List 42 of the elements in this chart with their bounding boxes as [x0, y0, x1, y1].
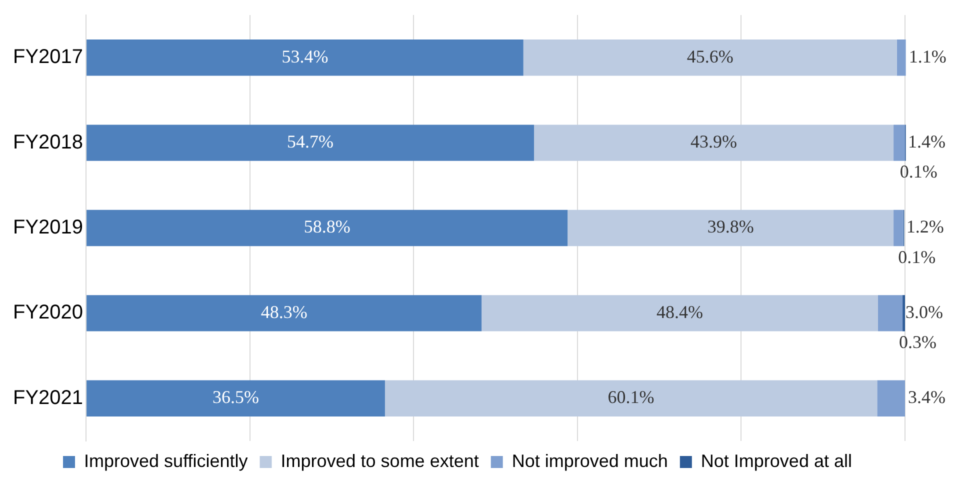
bar — [86, 124, 534, 161]
data-label: 1.1% — [908, 46, 946, 66]
bar — [534, 124, 894, 161]
data-label: 0.1% — [900, 162, 938, 182]
data-label: 58.8% — [304, 216, 350, 237]
y-tick-label: FY2021 — [12, 386, 84, 409]
bar — [896, 39, 906, 76]
y-tick-label: FY2017 — [12, 46, 84, 68]
data-label: 3.4% — [908, 387, 946, 408]
data-label: 3.0% — [906, 302, 944, 322]
bar — [523, 39, 897, 76]
data-label: 48.3% — [260, 302, 308, 322]
y-tick-label: FY2018 — [12, 131, 84, 154]
y-tick-label: FY2020 — [12, 302, 84, 324]
bar — [86, 39, 524, 76]
bar — [894, 124, 905, 161]
data-label: 54.7% — [287, 132, 334, 152]
data-label: 0.1% — [898, 246, 936, 267]
data-label: 0.3% — [899, 332, 936, 352]
bar — [568, 210, 894, 246]
bar — [86, 295, 482, 332]
data-label: 1.2% — [906, 216, 944, 237]
bar — [482, 295, 878, 332]
bar — [86, 380, 385, 417]
data-label: 43.9% — [690, 132, 738, 152]
legend-label: Not Improved at all — [700, 450, 852, 471]
bar — [894, 210, 904, 246]
legend-label: Not improved much — [512, 450, 668, 471]
bar — [877, 380, 905, 417]
bar — [878, 295, 903, 332]
data-label: 1.4% — [908, 132, 946, 152]
data-label: 60.1% — [608, 387, 654, 408]
data-label: 36.5% — [212, 387, 260, 408]
legend-label: Improved sufficiently — [84, 450, 248, 471]
y-tick-label: FY2019 — [12, 216, 84, 239]
legend-label: Improved to some extent — [280, 450, 479, 471]
data-label: 45.6% — [686, 46, 734, 66]
bar — [86, 210, 568, 246]
data-label: 39.8% — [707, 216, 754, 237]
data-label: 48.4% — [656, 302, 704, 322]
data-label: 53.4% — [282, 46, 328, 66]
bar — [384, 380, 878, 417]
